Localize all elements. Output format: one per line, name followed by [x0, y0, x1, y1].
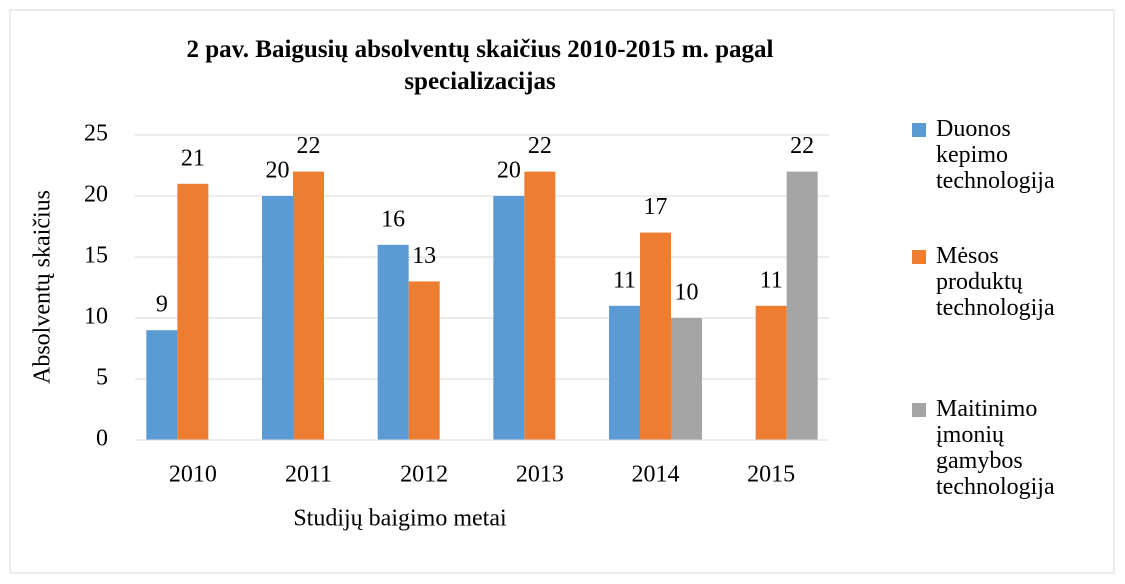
bar	[146, 330, 178, 440]
bar	[640, 232, 671, 440]
bar	[493, 196, 525, 440]
data-label: 9	[156, 292, 168, 318]
bar	[408, 281, 440, 440]
legend-label: Mėsos produktų technologija	[936, 243, 1055, 321]
data-label: 11	[613, 267, 636, 293]
x-tick-label: 2011	[285, 462, 332, 488]
data-label: 20	[497, 158, 521, 184]
data-label: 22	[297, 133, 321, 159]
y-tick-label: 0	[96, 426, 108, 452]
data-label: 20	[266, 158, 290, 184]
data-label: 16	[381, 206, 405, 232]
data-label: 10	[675, 280, 699, 306]
y-tick-label: 15	[84, 243, 108, 269]
data-label: 11	[760, 267, 783, 293]
x-tick-label: 2015	[747, 462, 795, 488]
bar	[755, 305, 787, 440]
legend-label: Duonos kepimo technologija	[936, 116, 1055, 194]
bar	[262, 196, 293, 440]
x-tick-label: 2014	[632, 462, 680, 488]
y-tick-label: 10	[84, 304, 108, 330]
data-label: 22	[528, 133, 552, 159]
bar	[293, 171, 324, 440]
data-label: 17	[644, 194, 668, 220]
bar	[177, 183, 209, 441]
legend-swatch	[912, 123, 926, 137]
bar	[786, 171, 818, 440]
data-label: 22	[790, 133, 814, 159]
data-label: 21	[181, 145, 205, 171]
y-axis-label: Absolventų skaičius	[30, 190, 56, 384]
y-tick-label: 5	[96, 365, 108, 391]
legend-swatch	[912, 403, 926, 417]
bar	[524, 171, 556, 440]
chart-title: 2 pav. Baigusių absolventų skaičius 2010…	[186, 36, 774, 95]
x-tick-label: 2012	[400, 462, 448, 488]
bar	[377, 244, 409, 440]
y-tick-label: 25	[84, 121, 108, 147]
data-label: 13	[412, 243, 436, 269]
bar	[671, 318, 702, 440]
y-tick-label: 20	[84, 182, 108, 208]
bar	[609, 305, 640, 440]
legend-swatch	[912, 250, 926, 264]
legend-label: Maitinimo įmonių gamybos technologija	[936, 396, 1055, 500]
x-axis-label: Studijų baigimo metai	[293, 506, 507, 532]
x-tick-label: 2010	[169, 462, 217, 488]
x-tick-label: 2013	[516, 462, 564, 488]
